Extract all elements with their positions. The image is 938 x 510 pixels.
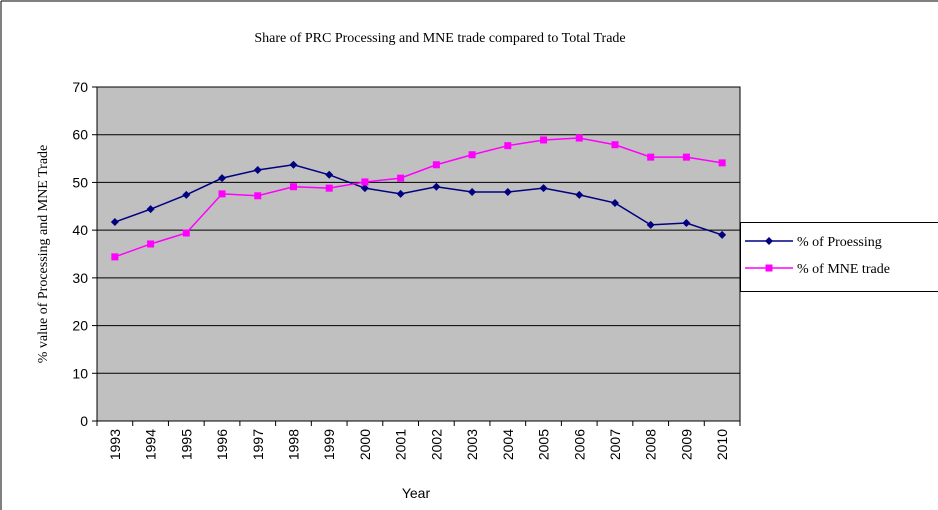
data-point (182, 229, 190, 237)
data-point (289, 160, 298, 169)
x-tick-label: 2000 (357, 429, 373, 460)
x-tick-label: 1996 (214, 429, 230, 460)
data-point (396, 189, 405, 198)
x-tick-label: 1994 (143, 429, 159, 460)
data-point (432, 161, 440, 169)
chart-title: Share of PRC Processing and MNE trade co… (254, 31, 625, 46)
data-point (360, 184, 369, 193)
data-point (146, 205, 155, 214)
legend-label: % of MNE trade (797, 262, 890, 277)
data-point (218, 174, 227, 183)
x-tick-label: 2007 (607, 429, 623, 460)
x-tick-label: 1993 (107, 429, 123, 460)
x-tick-label: 2002 (428, 429, 444, 460)
x-tick-label: 2004 (500, 429, 516, 460)
data-point (253, 166, 262, 175)
x-tick-label: 2006 (571, 429, 587, 460)
data-point (468, 151, 476, 159)
data-point (539, 184, 548, 193)
y-axis-title: % value of Processing and MNE Trade (36, 145, 51, 364)
data-point (504, 142, 512, 150)
legend-marker (765, 237, 773, 245)
data-point (111, 253, 119, 261)
x-tick-label: 1997 (250, 429, 266, 460)
data-point (397, 174, 405, 182)
data-point (540, 136, 548, 144)
data-point (575, 134, 583, 142)
x-tick-label: 2003 (464, 429, 480, 460)
data-point (575, 190, 584, 199)
plot-area (97, 87, 740, 421)
data-point (610, 198, 619, 207)
series-line (114, 164, 723, 236)
y-tick-label: 10 (72, 365, 88, 381)
series-line (114, 137, 723, 258)
data-point (468, 187, 477, 196)
data-point (182, 190, 191, 199)
data-point (325, 184, 333, 192)
data-point (218, 190, 226, 198)
data-point (325, 170, 334, 179)
x-tick-label: 2009 (678, 429, 694, 460)
data-point (682, 218, 691, 227)
data-point (646, 220, 655, 229)
x-tick-label: 2005 (536, 429, 552, 460)
data-point (147, 240, 155, 248)
data-point (110, 218, 119, 227)
y-tick-label: 50 (72, 174, 88, 190)
legend-marker (765, 264, 773, 272)
y-tick-label: 70 (72, 79, 88, 95)
y-tick-label: 40 (72, 222, 88, 238)
data-point (611, 141, 619, 149)
x-tick-label: 1998 (285, 429, 301, 460)
y-tick-label: 0 (80, 413, 88, 429)
x-tick-label: 2001 (393, 429, 409, 460)
y-tick-label: 30 (72, 270, 88, 286)
data-point (718, 159, 726, 167)
x-tick-label: 1999 (321, 429, 337, 460)
y-tick-label: 20 (72, 318, 88, 334)
x-tick-label: 1995 (178, 429, 194, 460)
data-point (254, 192, 262, 200)
data-point (647, 153, 655, 161)
x-tick-label: 2010 (714, 429, 730, 460)
data-point (361, 178, 369, 186)
data-point (718, 230, 727, 239)
x-tick-label: 2008 (643, 429, 659, 460)
data-point (682, 153, 690, 161)
y-tick-label: 60 (72, 127, 88, 143)
data-point (503, 187, 512, 196)
data-point (289, 183, 297, 191)
legend-box (740, 222, 938, 292)
legend-label: % of Proessing (797, 235, 882, 250)
data-point (432, 182, 441, 191)
x-axis-title: Year (402, 485, 431, 501)
